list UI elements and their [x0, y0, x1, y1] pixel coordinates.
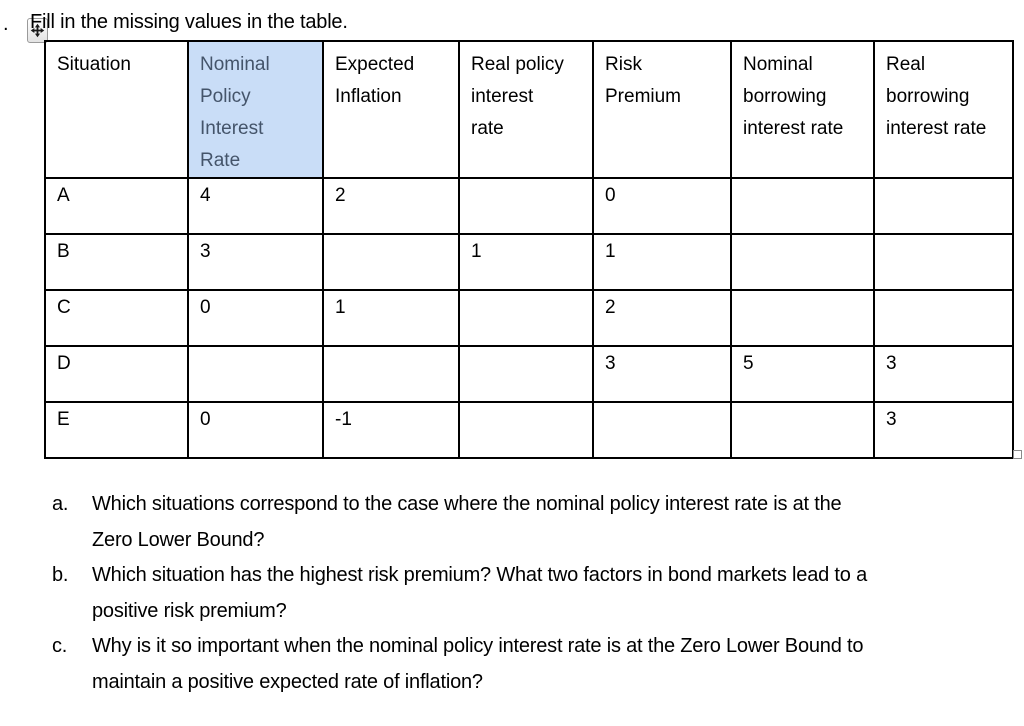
cell-risk-premium[interactable]: 3 [592, 345, 732, 403]
cell-real-policy-rate[interactable] [458, 345, 594, 403]
table-row-B: B 3 1 1 [44, 233, 1014, 291]
cell-nominal-borrowing-rate[interactable] [730, 233, 875, 291]
question-line: positive risk premium? [92, 599, 287, 622]
table-row-A: A 4 2 0 [44, 177, 1014, 235]
col-header-real-policy-rate[interactable]: Real policy interest rate [458, 40, 594, 179]
cell-situation[interactable]: B [44, 233, 189, 291]
cell-nominal-policy-rate[interactable]: 0 [187, 401, 324, 459]
cell-expected-inflation[interactable]: -1 [322, 401, 460, 459]
header-label: Expected Inflation [335, 54, 415, 107]
question-marker: b. [52, 564, 69, 586]
question-line: Why is it so important when the nominal … [92, 635, 864, 657]
cell-risk-premium[interactable]: 0 [592, 177, 732, 235]
cell-risk-premium[interactable]: 2 [592, 289, 732, 347]
question-marker: c. [52, 635, 68, 657]
cell-real-policy-rate[interactable]: 1 [458, 233, 594, 291]
question-line: Which situations correspond to the case … [92, 493, 842, 515]
cell-real-policy-rate[interactable] [458, 401, 594, 459]
col-header-expected-inflation[interactable]: Expected Inflation [322, 40, 460, 179]
cell-risk-premium[interactable] [592, 401, 732, 459]
question-line: Which situation has the highest risk pre… [92, 564, 867, 586]
cell-expected-inflation[interactable] [322, 233, 460, 291]
cell-nominal-borrowing-rate[interactable] [730, 289, 875, 347]
table-move-handle[interactable] [27, 18, 48, 43]
header-label: Real policy interest rate [471, 54, 564, 139]
col-header-nominal-policy-rate[interactable]: Nominal Policy Interest Rate [187, 40, 324, 179]
table-resize-handle[interactable] [1013, 450, 1022, 459]
header-label: Risk Premium [605, 54, 682, 107]
question-line: Zero Lower Bound? [92, 528, 265, 551]
cell-nominal-borrowing-rate[interactable] [730, 401, 875, 459]
question-c: c. Why is it so important when the nomin… [52, 629, 1002, 700]
four-arrows-move-icon [30, 23, 45, 38]
table-row-C: C 0 1 2 [44, 289, 1014, 347]
cell-real-policy-rate[interactable] [458, 177, 594, 235]
cell-real-borrowing-rate[interactable]: 3 [873, 345, 1014, 403]
question-marker: a. [52, 493, 69, 515]
cell-situation[interactable]: E [44, 401, 189, 459]
cell-nominal-policy-rate[interactable] [187, 345, 324, 403]
header-label: Nominal Policy Interest Rate [200, 54, 270, 171]
header-row: Situation Nominal Policy Interest Rate E… [44, 40, 1014, 179]
cell-nominal-policy-rate[interactable]: 4 [187, 177, 324, 235]
question-a: a. Which situations correspond to the ca… [52, 487, 1002, 558]
cell-expected-inflation[interactable]: 2 [322, 177, 460, 235]
cell-expected-inflation[interactable] [322, 345, 460, 403]
fill-in-table: Situation Nominal Policy Interest Rate E… [44, 40, 1014, 459]
cell-expected-inflation[interactable]: 1 [322, 289, 460, 347]
table-row-E: E 0 -1 3 [44, 401, 1014, 459]
cell-risk-premium[interactable]: 1 [592, 233, 732, 291]
question-b: b. Which situation has the highest risk … [52, 558, 1002, 629]
header-label: Nominal borrowing interest rate [743, 54, 844, 139]
question-line: maintain a positive expected rate of inf… [92, 670, 483, 693]
cell-real-borrowing-rate[interactable] [873, 233, 1014, 291]
questions-list: a. Which situations correspond to the ca… [52, 487, 1002, 700]
cell-nominal-policy-rate[interactable]: 0 [187, 289, 324, 347]
cell-real-borrowing-rate[interactable] [873, 177, 1014, 235]
cell-nominal-borrowing-rate[interactable]: 5 [730, 345, 875, 403]
col-header-situation[interactable]: Situation [44, 40, 189, 179]
col-header-real-borrowing-rate[interactable]: Real borrowing interest rate [873, 40, 1014, 179]
cell-situation[interactable]: D [44, 345, 189, 403]
list-number-fragment: . [3, 13, 9, 35]
cell-nominal-policy-rate[interactable]: 3 [187, 233, 324, 291]
cell-real-policy-rate[interactable] [458, 289, 594, 347]
col-header-risk-premium[interactable]: Risk Premium [592, 40, 732, 179]
cell-real-borrowing-rate[interactable]: 3 [873, 401, 1014, 459]
cell-nominal-borrowing-rate[interactable] [730, 177, 875, 235]
header-label: Real borrowing interest rate [886, 54, 987, 139]
table-row-D: D 3 5 3 [44, 345, 1014, 403]
col-header-nominal-borrowing-rate[interactable]: Nominal borrowing interest rate [730, 40, 875, 179]
cell-real-borrowing-rate[interactable] [873, 289, 1014, 347]
cell-situation[interactable]: C [44, 289, 189, 347]
page-title: Fill in the missing values in the table. [30, 11, 348, 33]
cell-situation[interactable]: A [44, 177, 189, 235]
header-label: Situation [57, 54, 131, 75]
